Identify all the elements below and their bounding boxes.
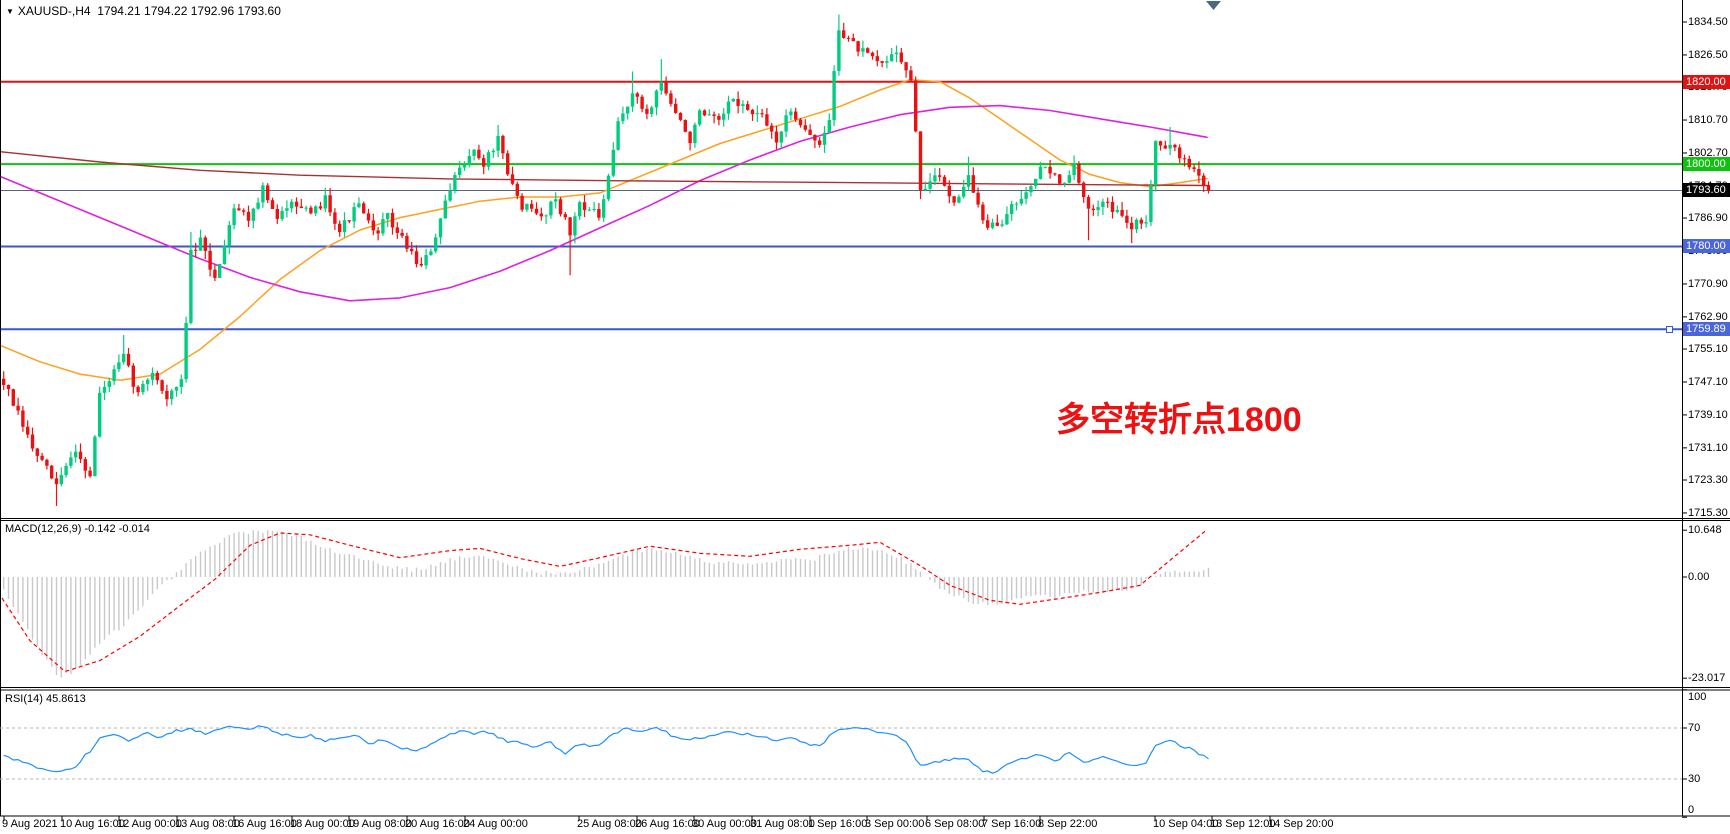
ohlc-close: 1793.60	[237, 4, 281, 18]
macd-axis-label: 0.00	[1688, 571, 1710, 583]
macd-axis-label: 10.648	[1688, 524, 1722, 537]
symbol-dropdown-icon[interactable]: ▼	[6, 7, 14, 16]
current-price-badge: 1793.60	[1683, 183, 1730, 198]
time-axis-label: 10 Sep 04:00	[1153, 818, 1219, 830]
time-axis-label: 3 Sep 00:00	[865, 818, 925, 830]
price-axis-label: 1715.30	[1688, 506, 1728, 519]
hline-price-badge: 1759.89	[1683, 322, 1730, 337]
time-axis-label: 12 Aug 00:00	[117, 818, 182, 830]
price-axis-label: 1739.10	[1688, 408, 1728, 421]
time-axis-label: 16 Aug 16:00	[232, 818, 297, 830]
hline-price-badge: 1820.00	[1683, 74, 1730, 89]
time-axis-label: 13 Sep 12:00	[1210, 818, 1276, 830]
time-axis-label: 24 Aug 00:00	[463, 818, 528, 830]
time-axis-label: 9 Aug 2021	[2, 818, 58, 830]
price-axis-label: 1810.70	[1688, 114, 1728, 127]
time-axis-label: 1 Sep 16:00	[808, 818, 868, 830]
rsi-indicator-label: RSI(14) 45.8613	[5, 693, 86, 705]
time-axis-label: 7 Sep 16:00	[982, 818, 1042, 830]
price-axis-label: 1755.10	[1688, 343, 1728, 356]
price-axis-label: 1802.70	[1688, 146, 1728, 159]
ohlc-low: 1792.96	[190, 4, 235, 18]
macd-indicator-label: MACD(12,26,9) -0.142 -0.014	[5, 523, 150, 535]
hline-price-badge: 1780.00	[1683, 239, 1730, 254]
price-axis-label: 1770.90	[1688, 277, 1728, 290]
rsi-axis-label: 30	[1688, 773, 1701, 785]
time-axis-label: 18 Aug 00:00	[290, 818, 355, 830]
time-axis-label: 25 Aug 08:00	[577, 818, 642, 830]
hline-price-badge: 1800.00	[1683, 157, 1730, 172]
rsi-axis-label: 100	[1688, 691, 1707, 703]
rsi-axis-label: 70	[1688, 722, 1701, 734]
macd-axis-label: -23.017	[1688, 672, 1726, 685]
time-axis-label: 19 Aug 08:00	[347, 818, 412, 830]
time-axis-label: 30 Aug 00:00	[692, 818, 757, 830]
annotation-text[interactable]: 多空转折点1800	[1056, 401, 1302, 439]
hline-drag-handle[interactable]	[1666, 325, 1673, 333]
time-axis-label: 14 Sep 20:00	[1268, 818, 1334, 830]
price-axis-label: 1826.50	[1688, 48, 1728, 61]
price-axis-label: 1834.50	[1688, 16, 1728, 28]
price-axis-label: 1723.30	[1688, 473, 1728, 486]
ohlc-high: 1794.22	[144, 4, 188, 18]
price-axis-label: 1731.10	[1688, 441, 1728, 454]
time-axis-label: 31 Aug 08:00	[750, 818, 815, 830]
price-axis-label: 1786.90	[1688, 212, 1728, 225]
time-axis-label: 20 Aug 16:00	[405, 818, 470, 830]
price-axis-label: 1747.10	[1688, 375, 1728, 388]
time-axis-label: 13 Aug 08:00	[175, 818, 240, 830]
price-axis-label: 1762.90	[1688, 310, 1728, 323]
rsi-axis-label: 0	[1688, 804, 1695, 816]
time-axis-label: 8 Sep 22:00	[1038, 818, 1098, 830]
time-axis-label: 26 Aug 16:00	[635, 818, 700, 830]
time-axis-label: 10 Aug 16:00	[60, 818, 125, 830]
time-axis-label: 6 Sep 08:00	[925, 818, 985, 830]
symbol-ohlc-header: ▼ XAUUSD-,H4 1794.21 1794.22 1792.96 1793…	[6, 4, 281, 18]
ohlc-open: 1794.21	[97, 4, 141, 18]
symbol-label: XAUUSD-,H4	[17, 4, 91, 18]
